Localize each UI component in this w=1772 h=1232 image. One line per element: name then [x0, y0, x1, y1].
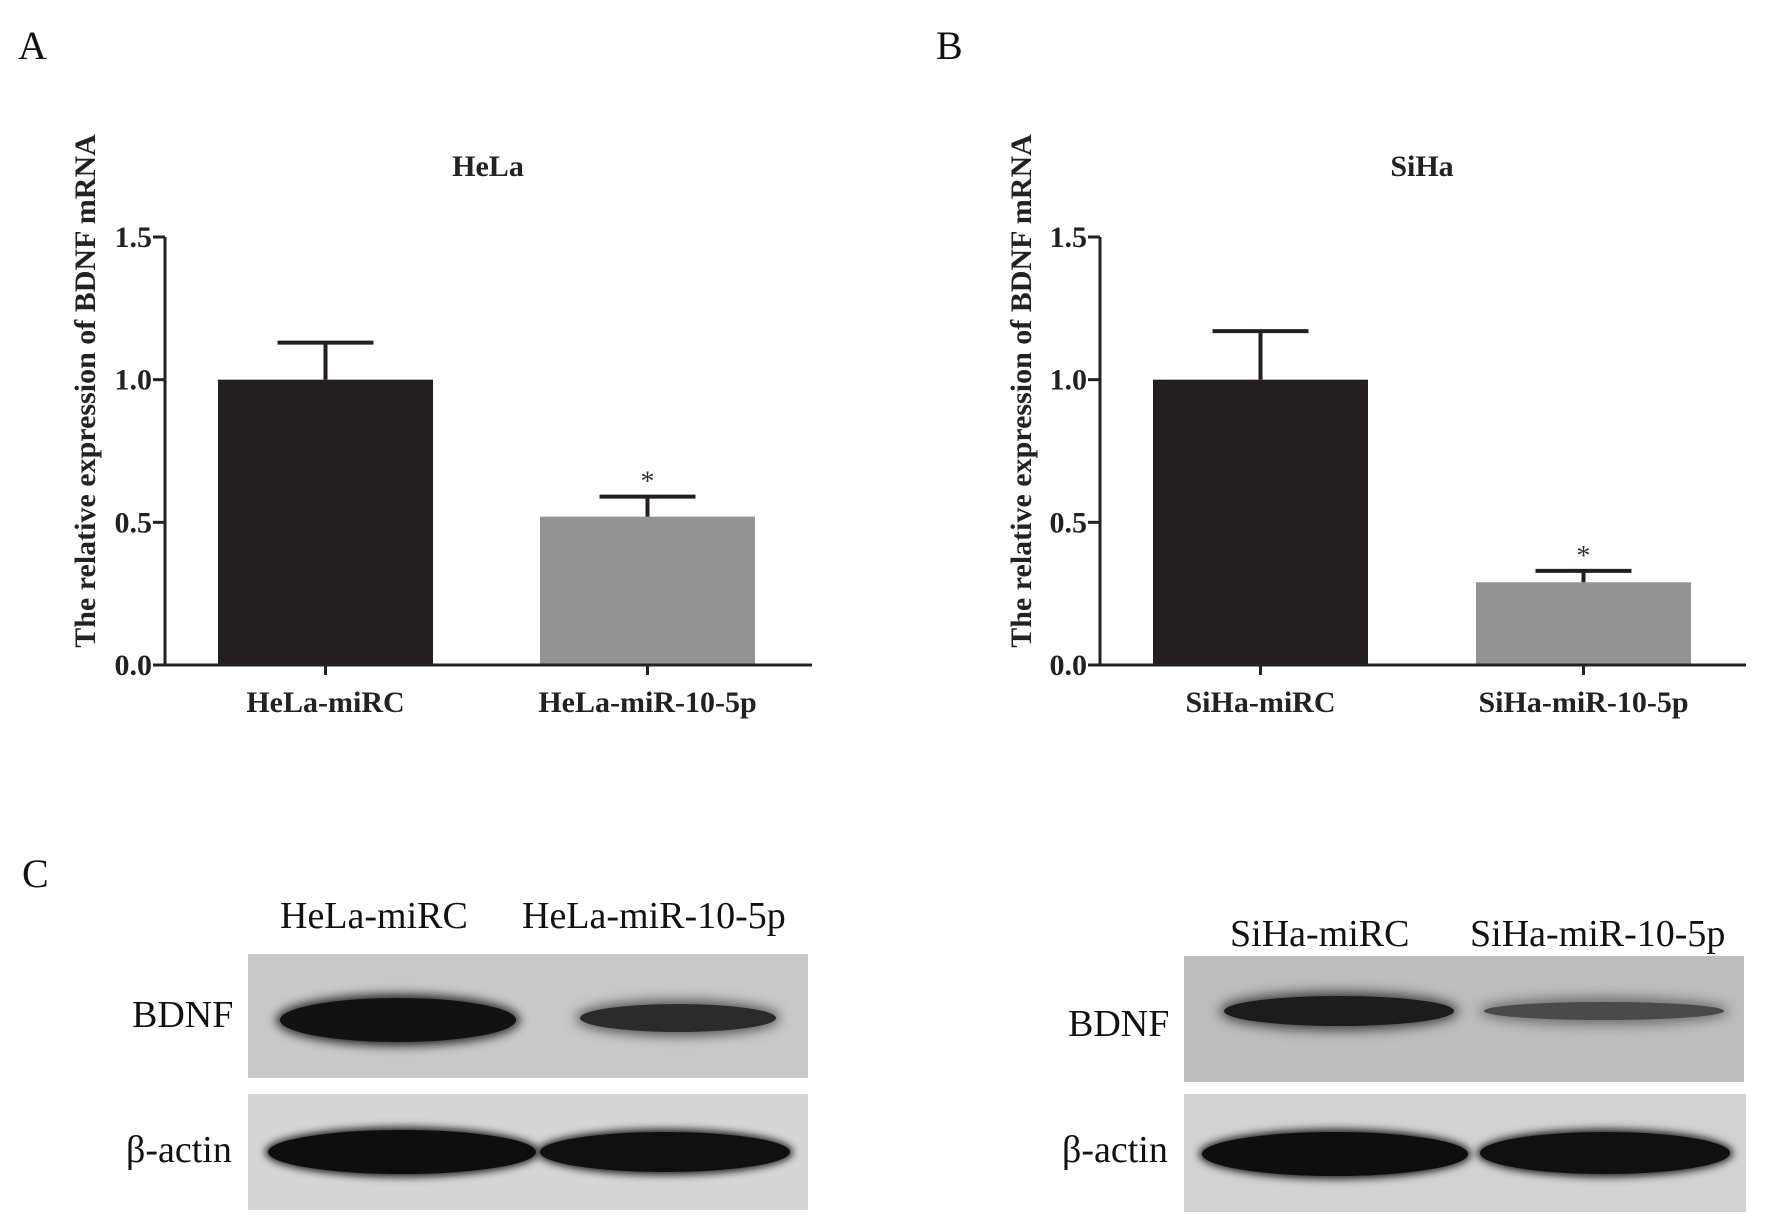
blot-bdnf-siha	[1184, 956, 1744, 1082]
y-tick-label: 0.0	[115, 649, 153, 682]
band-bdnf-siha-mirc	[1224, 996, 1454, 1026]
band-actin-hela-mirc	[268, 1130, 536, 1174]
band-actin-siha-mirc	[1202, 1132, 1468, 1176]
row-label-beta-actin: β-actin	[1062, 1129, 1168, 1171]
blot-bdnf-hela	[248, 954, 808, 1078]
row-label-bdnf: BDNF	[1068, 1003, 1170, 1045]
x-tick-label: SiHa-miRC	[1186, 686, 1336, 719]
bar-siha-mir-10-5p	[1476, 582, 1691, 665]
significance-marker: *	[1577, 541, 1591, 572]
row-label-bdnf: BDNF	[132, 994, 234, 1036]
y-axis-label: The relative expression of BDNF mRNA	[69, 134, 102, 648]
band-bdnf-siha-mir-10-5p	[1484, 1002, 1724, 1020]
lane-label-siha-mirc: SiHa-miRC	[1230, 913, 1410, 955]
x-tick-label: HeLa-miR-10-5p	[538, 686, 756, 719]
panel-label-a: A	[18, 23, 47, 68]
chart-title: HeLa	[452, 150, 524, 183]
row-label-beta-actin: β-actin	[126, 1129, 232, 1171]
chart-title: SiHa	[1390, 150, 1453, 183]
y-tick-label: 1.5	[1050, 221, 1088, 254]
x-tick-label: SiHa-miR-10-5p	[1479, 686, 1689, 719]
y-tick-label: 1.5	[115, 221, 153, 254]
y-axis-label: The relative expression of BDNF mRNA	[1005, 134, 1038, 648]
y-tick-label: 1.0	[1050, 364, 1088, 397]
lane-label-hela-mirc: HeLa-miRC	[280, 895, 468, 937]
blot-actin-hela	[248, 1094, 808, 1210]
bar-charts: HeLa The relative expression of BDNF mRNA…	[69, 134, 1746, 719]
bar-hela-mirc	[218, 379, 433, 665]
significance-marker: *	[641, 467, 655, 498]
y-tick-label: 1.0	[115, 364, 153, 397]
band-actin-siha-mir-10-5p	[1480, 1132, 1730, 1174]
band-actin-hela-mir-10-5p	[540, 1132, 790, 1172]
lane-label-hela-mir-10-5p: HeLa-miR-10-5p	[522, 895, 786, 937]
lane-label-siha-mir-10-5p: SiHa-miR-10-5p	[1470, 913, 1726, 955]
panel-label-b: B	[936, 23, 963, 68]
band-bdnf-hela-mirc	[280, 998, 516, 1042]
y-tick-label: 0.5	[115, 506, 153, 539]
bar-siha-mirc	[1153, 379, 1368, 665]
panel-label-c: C	[22, 851, 49, 896]
y-tick-label: 0.0	[1050, 649, 1088, 682]
bar-hela-mir-10-5p	[540, 516, 755, 665]
x-tick-label: HeLa-miRC	[246, 686, 404, 719]
blot-actin-siha	[1184, 1094, 1746, 1212]
y-tick-label: 0.5	[1050, 506, 1088, 539]
band-bdnf-hela-mir-10-5p	[580, 1004, 776, 1032]
